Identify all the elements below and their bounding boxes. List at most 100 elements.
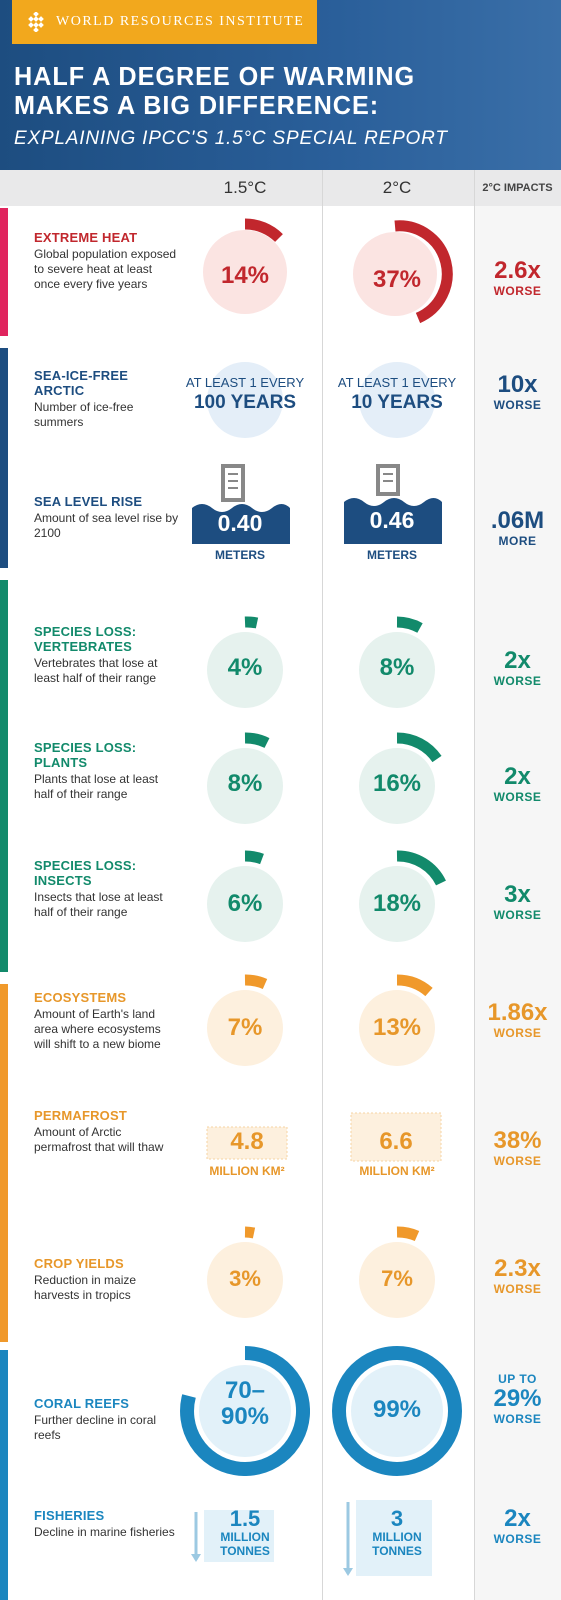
sidebar-marine [0, 1350, 8, 1600]
unit-line-1: MILLION [372, 1530, 422, 1544]
fish-2-unit: MILLION TONNES [352, 1530, 442, 1558]
impact-small: WORSE [493, 284, 542, 298]
row-label-plants: SPECIES LOSS: PLANTS Plants that lose at… [34, 740, 179, 802]
coral-2-value: 99% [372, 1396, 422, 1423]
impact-fisheries: 2x WORSE [474, 1505, 561, 1547]
impact-small: WORSE [493, 908, 542, 922]
row-title: PERMAFROST [34, 1108, 127, 1123]
row-label-fisheries: FISHERIES Decline in marine fisheries [34, 1508, 179, 1540]
row-desc: Decline in marine fisheries [34, 1525, 175, 1539]
row-desc: Insects that lose at least half of their… [34, 890, 163, 919]
brand-name: WORLD RESOURCES INSTITUTE [56, 14, 305, 29]
insects-1-5-value: 6% [227, 890, 263, 917]
perma-1-5-value: 4.8 [230, 1128, 264, 1155]
impact-small: WORSE [493, 398, 542, 412]
row-title: CORAL REEFS [34, 1396, 130, 1411]
coral-1-5-value: 70– 90% [190, 1378, 300, 1430]
sea-2-unit: METERS [366, 548, 417, 562]
unit-line-1: MILLION [220, 1530, 270, 1544]
title-line-2: MAKES A BIG DIFFERENCE: [14, 90, 380, 120]
impact-big: 2.6x [494, 257, 541, 284]
row-title: SEA-ICE-FREE ARCTIC [34, 368, 129, 398]
row-title: SPECIES LOSS: PLANTS [34, 740, 137, 770]
eco-1-5-value: 7% [227, 1014, 263, 1041]
row-label-vertebrates: SPECIES LOSS: VERTEBRATES Vertebrates th… [34, 624, 179, 686]
row-label-permafrost: PERMAFROST Amount of Arctic permafrost t… [34, 1108, 179, 1155]
impact-small: WORSE [493, 674, 542, 688]
impact-small: WORSE [493, 1282, 542, 1296]
arctic-2-top: AT LEAST 1 EVERY [337, 375, 457, 390]
sea-2-value: 0.46 [369, 507, 415, 533]
monkey-icon [207, 616, 283, 708]
impact-big: 38% [493, 1127, 542, 1154]
row-desc: Number of ice-free summers [34, 400, 134, 429]
row-title: SPECIES LOSS: INSECTS [34, 858, 137, 888]
eco-2-value: 13% [372, 1014, 422, 1041]
row-label-arctic: SEA-ICE-FREE ARCTIC Number of ice-free s… [34, 368, 179, 430]
row-desc: Further decline in coral reefs [34, 1413, 157, 1442]
unit-line-2: TONNES [372, 1544, 422, 1558]
permafrost-icon [206, 1126, 288, 1160]
sun-landscape-icon [207, 974, 283, 1066]
fish-icon [343, 1500, 432, 1576]
row-label-insects: SPECIES LOSS: INSECTS Insects that lose … [34, 858, 179, 920]
vert-1-5-value: 4% [227, 654, 263, 681]
permafrost-icon [350, 1112, 442, 1162]
sidebar-ocean [0, 348, 8, 568]
sea-1-5-value: 0.40 [217, 510, 263, 536]
insects-2-value: 18% [372, 890, 422, 917]
monkey-icon [359, 616, 435, 708]
sidebar-heat [0, 208, 8, 336]
tree-icon [207, 732, 283, 824]
crop-2-value: 7% [381, 1266, 413, 1291]
impact-small: WORSE [493, 1412, 542, 1426]
impact-big: 2x [504, 763, 531, 790]
impact-extreme-heat: 2.6x WORSE [474, 257, 561, 299]
crop-1-5-value: 3% [229, 1266, 261, 1291]
header-banner: WORLD RESOURCES INSTITUTE HALF A DEGREE … [0, 0, 561, 170]
row-desc: Amount of Earth's land area where ecosys… [34, 1007, 161, 1051]
impact-big: 10x [497, 371, 538, 398]
sidebar-land [0, 984, 8, 1342]
row-title: FISHERIES [34, 1508, 105, 1523]
impact-big: 1.86x [487, 999, 548, 1026]
row-desc: Amount of sea level rise by 2100 [34, 511, 179, 540]
row-title: ECOSYSTEMS [34, 990, 127, 1005]
row-desc: Amount of Arctic permafrost that will th… [34, 1125, 164, 1154]
coral-1-5-line-2: 90% [220, 1403, 270, 1430]
fish-icon [191, 1510, 274, 1562]
impact-ecosystems: 1.86x WORSE [474, 999, 561, 1041]
vert-2-value: 8% [379, 654, 415, 681]
impact-big: 2x [504, 1505, 531, 1532]
impact-arctic: 10x WORSE [474, 371, 561, 413]
heat-1-5-value: 14% [220, 262, 270, 289]
row-desc: Plants that lose at least half of their … [34, 772, 159, 801]
perma-2-unit: MILLION KM² [359, 1164, 435, 1178]
impact-big: 2x [504, 647, 531, 674]
arctic-2-bottom: 10 YEARS [351, 392, 443, 413]
beetle-icon [207, 850, 283, 942]
wri-logo-icon [28, 12, 44, 32]
perma-1-5-unit: MILLION KM² [209, 1164, 285, 1178]
heat-2-value: 37% [372, 266, 422, 293]
coral-icon [180, 1346, 310, 1476]
sun-landscape-icon [359, 974, 435, 1066]
globe-icon [207, 362, 283, 438]
fish-2-value: 3 [390, 1506, 404, 1531]
coral-icon [332, 1346, 462, 1476]
column-header-bar [0, 170, 561, 206]
plants-1-5-value: 8% [227, 770, 263, 797]
page-title: HALF A DEGREE OF WARMING MAKES A BIG DIF… [14, 62, 538, 120]
row-desc: Vertebrates that lose at least half of t… [34, 656, 158, 685]
impact-plants: 2x WORSE [474, 763, 561, 805]
sea-1-5-unit: METERS [214, 548, 265, 562]
impact-top: UP TO [498, 1372, 537, 1386]
impact-small: MORE [498, 534, 537, 548]
globe-icon [359, 362, 435, 438]
impact-crop-yields: 2.3x WORSE [474, 1256, 561, 1297]
row-desc: Reduction in maize harvests in tropics [34, 1273, 137, 1302]
impact-sea-level: .06M MORE [474, 508, 561, 549]
beetle-icon [359, 850, 446, 942]
tree-icon [359, 732, 442, 824]
row-label-coral-reefs: CORAL REEFS Further decline in coral ree… [34, 1396, 179, 1443]
